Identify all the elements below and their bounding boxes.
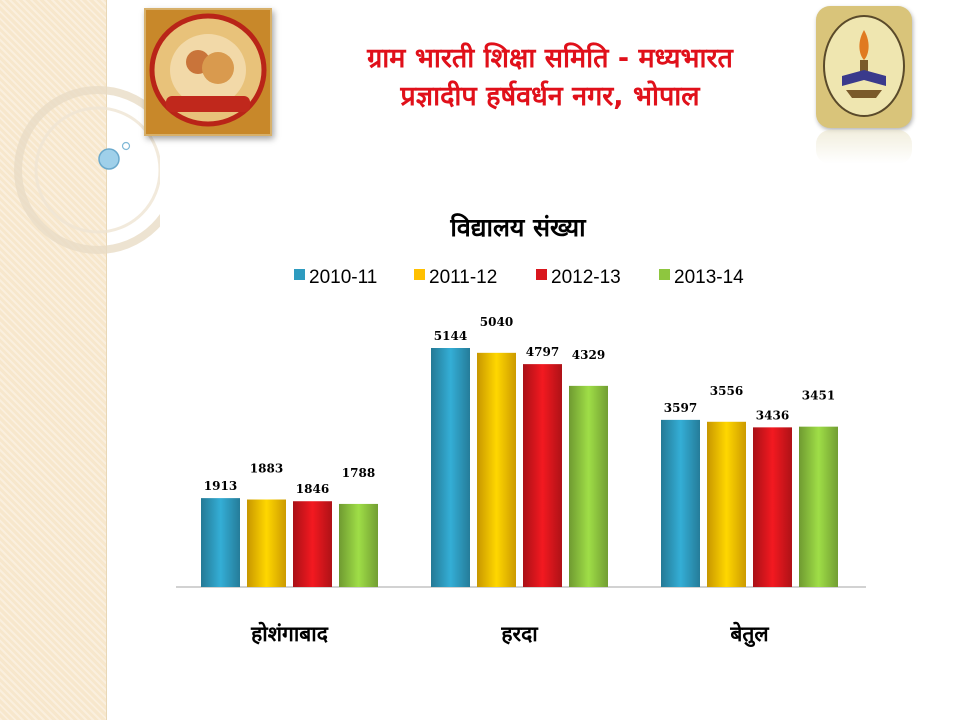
- bar-बेतुल-2012-13: [753, 427, 792, 587]
- data-label-होशंगाबाद-2010-11: 1913: [204, 479, 237, 493]
- bar-हरदा-2013-14: [569, 385, 608, 587]
- category-label-होशंगाबाद: होशंगाबाद: [250, 621, 329, 646]
- chart-title: विद्यालय संख्या: [449, 213, 587, 242]
- bar-हरदा-2012-13: [523, 364, 562, 587]
- legend-label-2012-13: 2012-13: [551, 267, 621, 288]
- bar-होशंगाबाद-2013-14: [339, 503, 378, 587]
- data-label-हरदा-2010-11: 5144: [434, 329, 467, 343]
- bar-हरदा-2010-11: [431, 348, 470, 587]
- data-label-हरदा-2013-14: 4329: [572, 348, 605, 362]
- data-label-बेतुल-2012-13: 3436: [756, 408, 789, 422]
- category-label-बेतुल: बेतुल: [729, 621, 769, 648]
- bar-होशंगाबाद-2012-13: [293, 501, 332, 587]
- legend-swatch-2010-11: [294, 269, 305, 280]
- bar-बेतुल-2013-14: [799, 426, 838, 587]
- bar-होशंगाबाद-2011-12: [247, 499, 286, 587]
- data-label-बेतुल-2011-12: 3556: [710, 384, 743, 398]
- bar-होशंगाबाद-2010-11: [201, 498, 240, 587]
- sidebar-pattern: [0, 0, 107, 720]
- decorative-rings: [14, 86, 160, 254]
- legend-swatch-2011-12: [414, 269, 425, 280]
- legend-label-2010-11: 2010-11: [309, 267, 377, 288]
- data-label-बेतुल-2010-11: 3597: [664, 401, 697, 415]
- bar-बेतुल-2010-11: [661, 419, 700, 587]
- bar-हरदा-2011-12: [477, 352, 516, 587]
- vidya-bharati-logo: [816, 6, 912, 128]
- data-label-होशंगाबाद-2011-12: 1883: [250, 462, 283, 476]
- heading-line-2: प्रज्ञादीप हर्षवर्धन नगर, भोपाल: [400, 81, 700, 112]
- heading-line-1: ग्राम भारती शिक्षा समिति - मध्यभारत: [367, 43, 733, 74]
- data-label-होशंगाबाद-2013-14: 1788: [342, 466, 375, 480]
- data-label-बेतुल-2013-14: 3451: [802, 389, 835, 403]
- data-label-होशंगाबाद-2012-13: 1846: [296, 482, 329, 496]
- saraswati-shishu-mandir-logo: [144, 8, 272, 136]
- logo-reflection: [816, 130, 912, 164]
- page-heading: ग्राम भारती शिक्षा समिति - मध्यभारत प्रज…: [280, 40, 820, 116]
- legend-label-2011-12: 2011-12: [429, 267, 497, 288]
- category-label-हरदा: हरदा: [500, 622, 539, 646]
- data-label-हरदा-2011-12: 5040: [480, 315, 513, 329]
- bar-बेतुल-2011-12: [707, 421, 746, 587]
- legend-swatch-2013-14: [659, 269, 670, 280]
- data-label-हरदा-2012-13: 4797: [526, 345, 559, 359]
- legend-swatch-2012-13: [536, 269, 547, 280]
- legend-label-2013-14: 2013-14: [674, 267, 744, 288]
